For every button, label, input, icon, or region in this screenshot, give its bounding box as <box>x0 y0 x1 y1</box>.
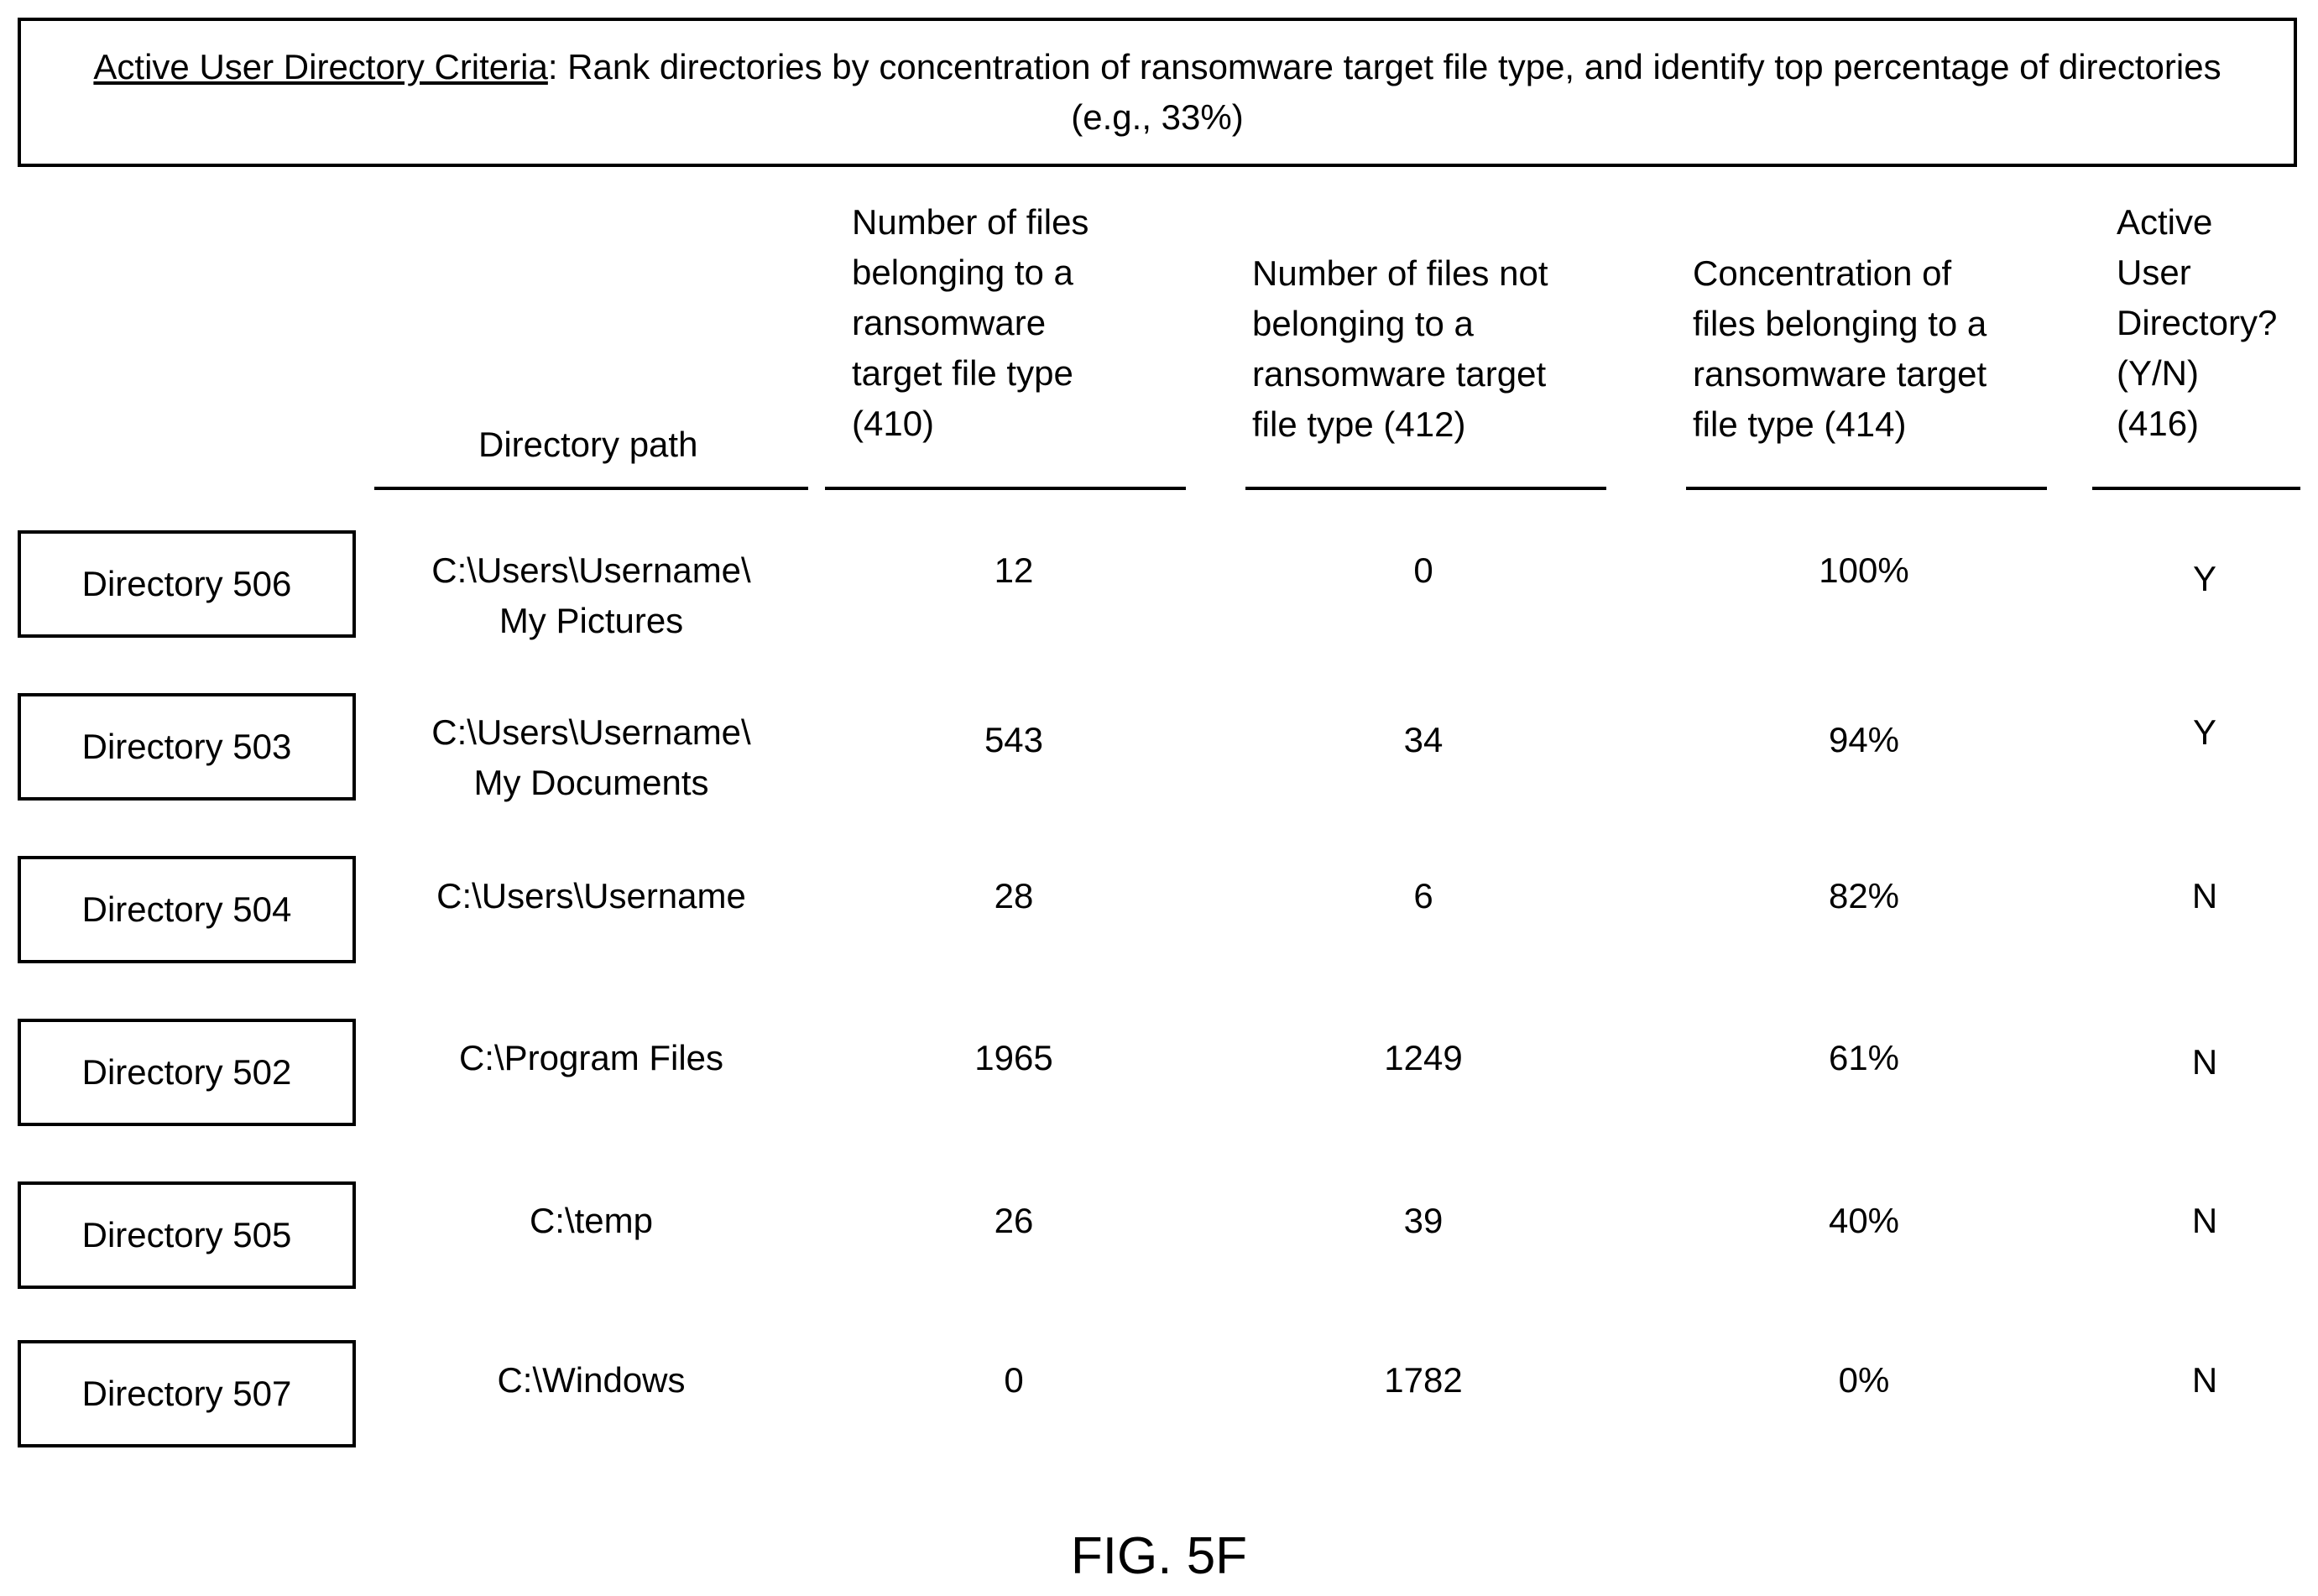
concentration-cell: 100% <box>1780 545 1948 596</box>
criteria-label: Active User Directory Criteria <box>93 47 547 86</box>
path-cell: C:\Users\Username\ My Pictures <box>374 545 808 646</box>
non-target-count-cell: 1782 <box>1339 1355 1507 1406</box>
path-cell: C:\temp <box>374 1196 808 1246</box>
path-cell: C:\Users\Username\ My Documents <box>374 707 808 808</box>
criteria-box: Active User Directory Criteria: Rank dir… <box>18 18 2297 167</box>
path-cell: C:\Program Files <box>374 1033 808 1083</box>
directory-label: Directory 502 <box>82 1052 292 1093</box>
header-rule-active <box>2092 487 2300 490</box>
non-target-count-cell: 0 <box>1339 545 1507 596</box>
directory-label: Directory 506 <box>82 564 292 604</box>
directory-box: Directory 503 <box>18 693 356 801</box>
header-rule-non-target <box>1245 487 1606 490</box>
non-target-count-cell: 6 <box>1339 871 1507 921</box>
non-target-count-cell: 39 <box>1339 1196 1507 1246</box>
active-flag-cell: Y <box>2121 554 2289 604</box>
target-count-cell: 12 <box>930 545 1098 596</box>
header-directory-path: Directory path <box>478 420 697 470</box>
directory-label: Directory 507 <box>82 1374 292 1414</box>
directory-box: Directory 506 <box>18 530 356 638</box>
criteria-statement: Active User Directory Criteria: Rank dir… <box>63 42 2252 143</box>
header-active-user-directory: Active User Directory? (Y/N) (416) <box>2117 197 2277 449</box>
concentration-cell: 94% <box>1780 715 1948 765</box>
concentration-cell: 0% <box>1780 1355 1948 1406</box>
target-count-cell: 0 <box>930 1355 1098 1406</box>
header-non-target-count: Number of files not belonging to a ranso… <box>1252 248 1548 450</box>
directory-box: Directory 502 <box>18 1019 356 1126</box>
target-count-cell: 543 <box>930 715 1098 765</box>
active-flag-cell: N <box>2121 1196 2289 1246</box>
header-rule-path <box>374 487 808 490</box>
target-count-cell: 26 <box>930 1196 1098 1246</box>
header-rule-target <box>825 487 1186 490</box>
directory-label: Directory 505 <box>82 1215 292 1255</box>
directory-box: Directory 507 <box>18 1340 356 1447</box>
path-cell: C:\Users\Username <box>374 871 808 921</box>
directory-box: Directory 504 <box>18 856 356 963</box>
concentration-cell: 61% <box>1780 1033 1948 1083</box>
header-target-count: Number of files belonging to a ransomwar… <box>852 197 1089 449</box>
figure-caption: FIG. 5F <box>0 1527 2318 1586</box>
criteria-text: : Rank directories by concentration of r… <box>548 47 2221 137</box>
non-target-count-cell: 1249 <box>1339 1033 1507 1083</box>
target-count-cell: 28 <box>930 871 1098 921</box>
active-flag-cell: Y <box>2121 707 2289 758</box>
directory-box: Directory 505 <box>18 1181 356 1289</box>
active-flag-cell: N <box>2121 1355 2289 1406</box>
header-rule-concentration <box>1686 487 2047 490</box>
active-flag-cell: N <box>2121 871 2289 921</box>
header-concentration: Concentration of files belonging to a ra… <box>1693 248 1986 450</box>
path-cell: C:\Windows <box>374 1355 808 1406</box>
directory-label: Directory 503 <box>82 727 292 767</box>
concentration-cell: 82% <box>1780 871 1948 921</box>
non-target-count-cell: 34 <box>1339 715 1507 765</box>
concentration-cell: 40% <box>1780 1196 1948 1246</box>
target-count-cell: 1965 <box>930 1033 1098 1083</box>
active-flag-cell: N <box>2121 1037 2289 1087</box>
directory-label: Directory 504 <box>82 889 292 930</box>
